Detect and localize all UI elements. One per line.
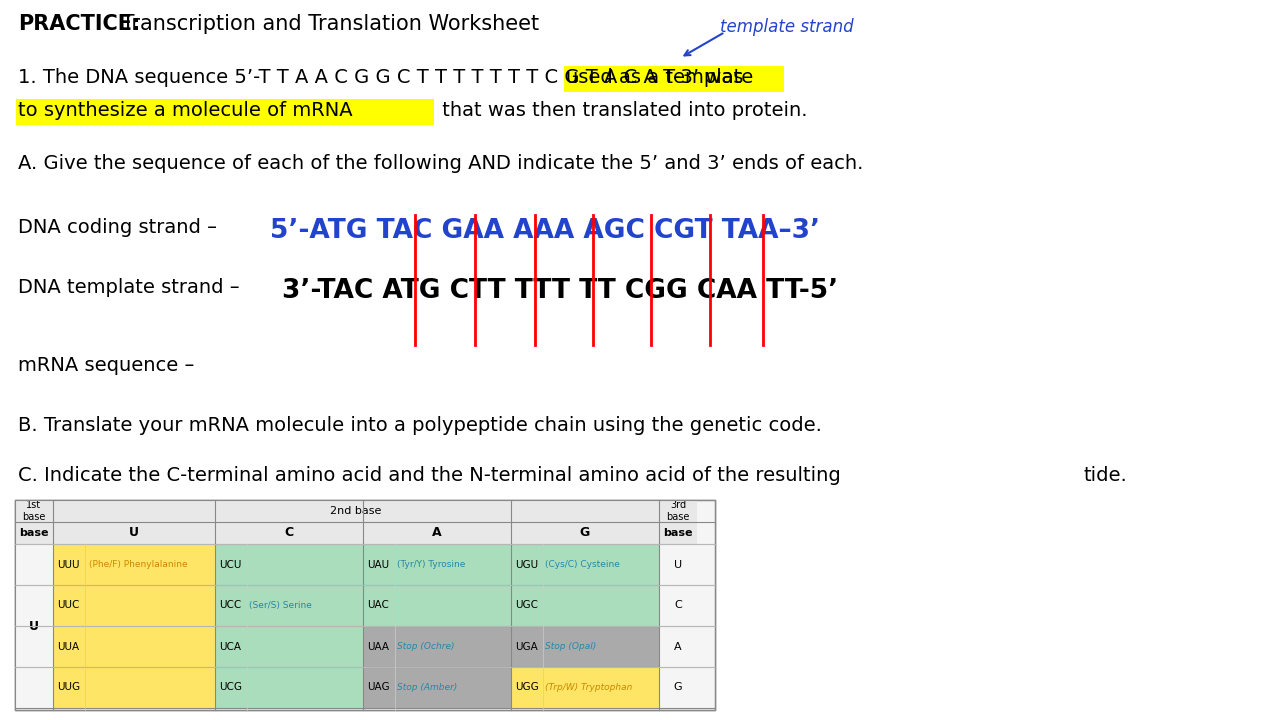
Bar [15,544,52,708]
Bar [364,667,511,708]
Bar [659,667,698,708]
Bar [364,544,511,585]
Text: G: G [673,683,682,693]
Bar [364,626,511,667]
Text: 5’-ATG TAC GAA AAA AGC CGT TAA–3’: 5’-ATG TAC GAA AAA AGC CGT TAA–3’ [270,218,820,244]
Text: UUU: UUU [58,559,79,570]
Text: (Cys/C) Cysteine: (Cys/C) Cysteine [545,560,620,569]
Text: UUG: UUG [58,683,81,693]
Bar [52,626,215,667]
Bar [52,500,659,522]
Bar [15,500,716,710]
Text: UGA: UGA [515,642,538,652]
Text: UCG: UCG [219,683,242,693]
Text: to synthesize a molecule of mRNA: to synthesize a molecule of mRNA [18,101,352,120]
Bar [564,66,783,92]
Text: C: C [675,600,682,611]
Text: UAG: UAG [367,683,389,693]
Text: A. Give the sequence of each of the following AND indicate the 5’ and 3’ ends of: A. Give the sequence of each of the foll… [18,154,864,173]
Text: mRNA sequence –: mRNA sequence – [18,356,195,375]
Text: UAA: UAA [367,642,389,652]
Text: Stop (Opal): Stop (Opal) [545,642,596,651]
Bar [659,544,698,585]
Text: used as a template: used as a template [566,68,753,87]
Text: (Tyr/Y) Tyrosine: (Tyr/Y) Tyrosine [397,560,466,569]
Text: base: base [663,528,692,538]
Text: (Trp/W) Tryptophan: (Trp/W) Tryptophan [545,683,632,692]
Text: UGG: UGG [515,683,539,693]
Bar [511,522,659,544]
Text: (Phe/F) Phenylalanine: (Phe/F) Phenylalanine [90,560,188,569]
Text: PRACTICE:: PRACTICE: [18,14,141,34]
Text: UCU: UCU [219,559,242,570]
Text: UAU: UAU [367,559,389,570]
Text: UAC: UAC [367,600,389,611]
Text: UGU: UGU [515,559,538,570]
Text: template strand: template strand [719,18,854,36]
Bar [511,544,659,585]
Text: 3rd
base: 3rd base [667,500,690,522]
Bar [511,626,659,667]
Bar [511,585,659,626]
Bar [15,500,716,710]
Bar [52,585,215,626]
Text: tide.: tide. [1084,466,1128,485]
Bar [215,585,364,626]
Bar [15,522,52,544]
Bar [659,522,698,544]
Text: B. Translate your mRNA molecule into a polypeptide chain using the genetic code.: B. Translate your mRNA molecule into a p… [18,416,822,435]
Bar [870,395,1280,720]
Text: 3’-TAC ATG CTT TTT TT CGG CAA TT-5’: 3’-TAC ATG CTT TTT TT CGG CAA TT-5’ [282,278,838,304]
Bar [659,500,698,522]
Bar [215,626,364,667]
Text: UUC: UUC [58,600,79,611]
Bar [659,626,698,667]
Bar [52,667,215,708]
Text: DNA coding strand –: DNA coding strand – [18,218,218,237]
Bar [52,522,215,544]
Text: UCC: UCC [219,600,241,611]
Text: U: U [129,526,140,539]
Bar [511,667,659,708]
Bar [15,99,434,125]
Text: C: C [284,526,293,539]
Bar [215,544,364,585]
Text: DNA template strand –: DNA template strand – [18,278,239,297]
Text: A: A [675,642,682,652]
Text: (Ser/S) Serine: (Ser/S) Serine [250,601,312,610]
Bar [364,585,511,626]
Text: Stop (Ochre): Stop (Ochre) [397,642,454,651]
Text: Transcription and Translation Worksheet: Transcription and Translation Worksheet [115,14,539,34]
Text: UUA: UUA [58,642,79,652]
Text: A: A [433,526,442,539]
Text: G: G [580,526,590,539]
Bar [215,667,364,708]
Bar [364,522,511,544]
Bar [15,500,52,522]
Text: base: base [19,528,49,538]
Text: UCA: UCA [219,642,241,652]
Bar [659,585,698,626]
Text: Stop (Amber): Stop (Amber) [397,683,457,692]
Text: 1st
base: 1st base [22,500,46,522]
Bar [215,522,364,544]
Bar [52,544,215,585]
Text: U: U [675,559,682,570]
Text: 1. The DNA sequence 5’-T T A A C G G C T T T T T T T C G T A C A T-3’ was: 1. The DNA sequence 5’-T T A A C G G C T… [18,68,750,87]
Text: U: U [29,619,38,632]
Text: 2nd base: 2nd base [330,506,381,516]
Text: C. Indicate the C-terminal amino acid and the N-terminal amino acid of the resul: C. Indicate the C-terminal amino acid an… [18,466,841,485]
Text: that was then translated into protein.: that was then translated into protein. [436,101,808,120]
Text: UGC: UGC [515,600,538,611]
